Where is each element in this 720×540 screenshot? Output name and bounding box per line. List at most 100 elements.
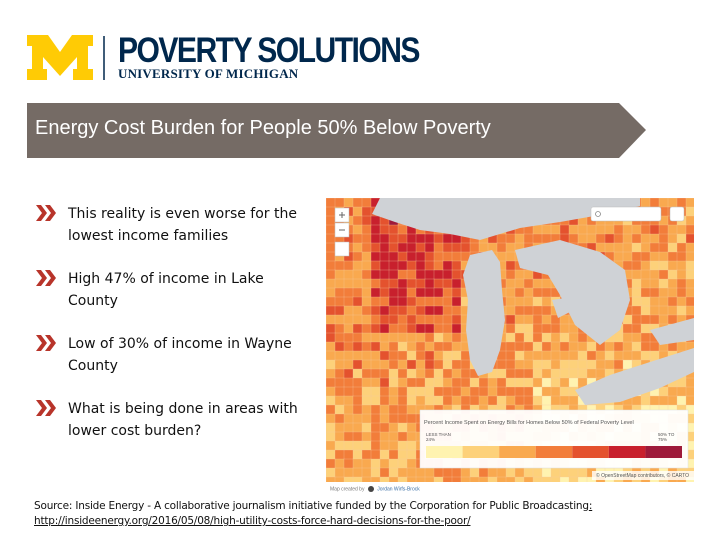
county-cell bbox=[379, 476, 390, 482]
county-cell bbox=[550, 386, 561, 397]
county-cell bbox=[505, 296, 516, 307]
county-cell bbox=[514, 323, 525, 334]
county-cell bbox=[361, 251, 372, 262]
county-cell bbox=[334, 287, 345, 298]
county-cell bbox=[326, 368, 336, 379]
county-cell bbox=[559, 332, 570, 343]
county-cell bbox=[326, 287, 336, 298]
county-cell bbox=[415, 341, 426, 352]
county-cell bbox=[326, 233, 336, 244]
county-cell bbox=[361, 404, 372, 415]
county-cell bbox=[478, 395, 489, 406]
county-cell bbox=[334, 404, 345, 415]
county-cell bbox=[370, 476, 381, 482]
legend-high-line: 75% bbox=[658, 437, 668, 442]
county-cell bbox=[568, 467, 579, 478]
county-cell bbox=[622, 233, 633, 244]
county-cell bbox=[559, 350, 570, 361]
county-cell bbox=[586, 359, 597, 370]
org-name: POVERTY SOLUTIONS bbox=[118, 31, 420, 70]
county-cell bbox=[415, 296, 426, 307]
county-cell bbox=[326, 305, 336, 316]
source-separator: : bbox=[588, 500, 593, 512]
county-cell bbox=[406, 305, 417, 316]
county-cell bbox=[451, 359, 462, 370]
county-cell bbox=[424, 467, 435, 478]
county-cell bbox=[442, 359, 453, 370]
county-cell bbox=[568, 350, 579, 361]
source-url[interactable]: http://insideenergy.org/2016/05/08/high-… bbox=[34, 515, 471, 527]
county-cell bbox=[326, 206, 336, 217]
county-cell bbox=[379, 350, 390, 361]
county-cell bbox=[541, 314, 552, 325]
county-cell bbox=[685, 260, 694, 271]
slide-title: Energy Cost Burden for People 50% Below … bbox=[35, 117, 491, 139]
county-cell bbox=[379, 377, 390, 388]
county-cell bbox=[505, 476, 516, 482]
county-cell bbox=[326, 431, 336, 442]
county-cell bbox=[326, 350, 336, 361]
county-cell bbox=[388, 467, 399, 478]
county-cell bbox=[514, 377, 525, 388]
county-cell bbox=[685, 395, 694, 406]
county-cell bbox=[514, 269, 525, 280]
credit-author[interactable]: Jordan Wirfs-Brock bbox=[377, 486, 420, 493]
county-cell bbox=[334, 341, 345, 352]
county-cell bbox=[658, 251, 669, 262]
legend-box bbox=[419, 409, 689, 469]
county-cell bbox=[532, 476, 543, 482]
county-cell bbox=[343, 422, 354, 433]
county-cell bbox=[604, 341, 615, 352]
county-cell bbox=[352, 198, 363, 208]
county-cell bbox=[460, 386, 471, 397]
county-cell bbox=[343, 323, 354, 334]
county-cell bbox=[326, 413, 336, 424]
county-cell bbox=[649, 305, 660, 316]
county-cell bbox=[541, 386, 552, 397]
county-cell bbox=[595, 224, 606, 235]
county-cell bbox=[640, 350, 651, 361]
county-cell bbox=[433, 476, 444, 482]
county-cell bbox=[451, 377, 462, 388]
county-cell bbox=[326, 278, 336, 289]
county-cell bbox=[379, 359, 390, 370]
county-cell bbox=[370, 314, 381, 325]
county-cell bbox=[343, 359, 354, 370]
county-cell bbox=[379, 278, 390, 289]
county-cell bbox=[388, 305, 399, 316]
county-cell bbox=[577, 359, 588, 370]
county-cell bbox=[352, 467, 363, 478]
county-cell bbox=[685, 386, 694, 397]
county-cell bbox=[334, 377, 345, 388]
county-cell bbox=[352, 476, 363, 482]
county-cell bbox=[379, 323, 390, 334]
county-cell bbox=[541, 278, 552, 289]
county-cell bbox=[370, 386, 381, 397]
county-cell bbox=[613, 224, 624, 235]
county-cell bbox=[433, 323, 444, 334]
county-cell bbox=[478, 476, 489, 482]
county-cell bbox=[523, 296, 534, 307]
county-cell bbox=[406, 368, 417, 379]
attribution-bg bbox=[592, 471, 694, 480]
county-cell bbox=[406, 233, 417, 244]
county-cell bbox=[685, 233, 694, 244]
county-cell bbox=[326, 440, 336, 451]
county-cell bbox=[487, 386, 498, 397]
legend-title: Percent Income Spent on Energy Bills for… bbox=[424, 420, 634, 426]
county-cell bbox=[640, 296, 651, 307]
county-cell bbox=[532, 305, 543, 316]
county-cell bbox=[685, 215, 694, 226]
county-cell bbox=[514, 278, 525, 289]
county-cell bbox=[343, 377, 354, 388]
county-cell bbox=[505, 233, 516, 244]
county-cell bbox=[514, 341, 525, 352]
legend-swatch bbox=[462, 446, 500, 458]
legend-swatch bbox=[608, 446, 646, 458]
county-cell bbox=[496, 476, 507, 482]
county-cell bbox=[640, 395, 651, 406]
county-cell bbox=[326, 242, 336, 253]
county-cell bbox=[550, 350, 561, 361]
county-cell bbox=[406, 449, 417, 460]
bullet-chevron bbox=[36, 400, 56, 416]
